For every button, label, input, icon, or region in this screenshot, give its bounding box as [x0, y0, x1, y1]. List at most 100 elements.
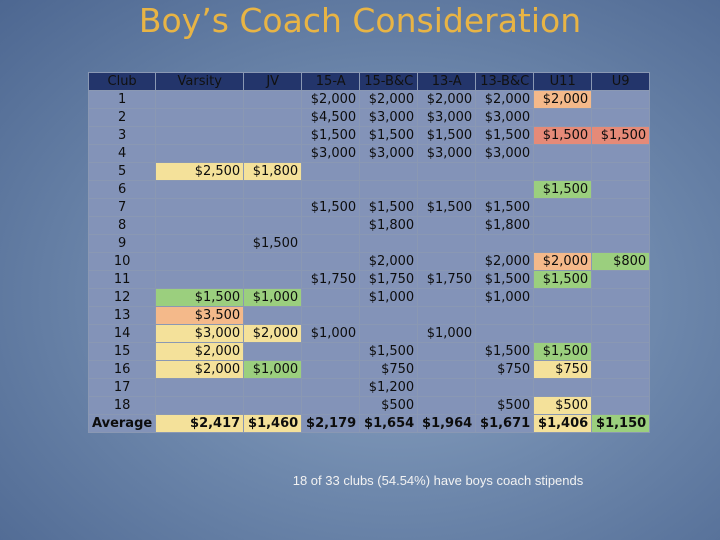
column-header: Club	[87, 72, 157, 91]
value-cell	[243, 270, 303, 289]
value-cell	[155, 108, 245, 127]
value-cell	[417, 234, 477, 253]
value-cell: $2,000	[243, 324, 303, 343]
value-cell	[301, 306, 361, 325]
row-label-cell: 3	[87, 126, 157, 145]
value-cell: $1,500	[533, 270, 593, 289]
value-cell: $2,000	[475, 252, 535, 271]
table-row: 10 $2,000 $2,000 $2,000 $800	[87, 252, 651, 271]
value-cell	[591, 324, 651, 343]
row-label-cell: 1	[87, 90, 157, 109]
value-cell	[475, 180, 535, 199]
value-cell: $3,000	[155, 324, 245, 343]
value-cell	[417, 360, 477, 379]
table-row: 17 $1,200	[87, 378, 651, 397]
table-row: 16 $2,000 $1,000 $750 $750 $750	[87, 360, 651, 379]
row-label-cell: 15	[87, 342, 157, 361]
value-cell: $1,500	[475, 198, 535, 217]
value-cell: $1,500	[301, 126, 361, 145]
value-cell	[243, 396, 303, 415]
value-cell	[533, 234, 593, 253]
value-cell	[417, 396, 477, 415]
value-cell	[533, 378, 593, 397]
row-label-cell: 11	[87, 270, 157, 289]
row-label-cell: 18	[87, 396, 157, 415]
value-cell	[417, 162, 477, 181]
value-cell	[533, 324, 593, 343]
row-label-cell: 4	[87, 144, 157, 163]
table-row: 11 $1,750 $1,750 $1,750 $1,500 $1,500	[87, 270, 651, 289]
column-header: U11	[533, 72, 593, 91]
value-cell	[301, 378, 361, 397]
value-cell: $3,000	[359, 108, 419, 127]
value-cell	[417, 378, 477, 397]
value-cell: $2,417	[155, 414, 245, 433]
table-row: 14 $3,000 $2,000 $1,000 $1,000	[87, 324, 651, 343]
value-cell	[591, 360, 651, 379]
value-cell: $3,000	[301, 144, 361, 163]
value-cell	[301, 162, 361, 181]
value-cell	[591, 90, 651, 109]
average-row: Average $2,417 $1,460 $2,179 $1,654 $1,964 $1,…	[87, 414, 651, 433]
table-row: 1 $2,000 $2,000 $2,000 $2,000 $2,000	[87, 90, 651, 109]
value-cell: $1,500	[243, 234, 303, 253]
value-cell	[243, 306, 303, 325]
row-label-cell: 6	[87, 180, 157, 199]
value-cell: $3,000	[359, 144, 419, 163]
table-row: 7 $1,500 $1,500 $1,500 $1,500	[87, 198, 651, 217]
value-cell	[591, 288, 651, 307]
value-cell	[591, 180, 651, 199]
value-cell	[301, 216, 361, 235]
value-cell	[359, 324, 419, 343]
column-header: U9	[591, 72, 651, 91]
value-cell: $1,000	[417, 324, 477, 343]
value-cell	[533, 216, 593, 235]
value-cell	[591, 144, 651, 163]
value-cell	[591, 108, 651, 127]
value-cell	[301, 360, 361, 379]
value-cell	[417, 288, 477, 307]
row-label-cell: 14	[87, 324, 157, 343]
value-cell	[243, 378, 303, 397]
value-cell	[155, 126, 245, 145]
table-row: 18 $500 $500 $500	[87, 396, 651, 415]
value-cell	[533, 198, 593, 217]
value-cell	[301, 234, 361, 253]
value-cell	[155, 252, 245, 271]
value-cell	[155, 90, 245, 109]
value-cell: $2,000	[417, 90, 477, 109]
value-cell: $1,500	[417, 198, 477, 217]
column-header: 13-B&C	[475, 72, 535, 91]
value-cell	[155, 180, 245, 199]
column-header: 13-A	[417, 72, 477, 91]
value-cell	[417, 306, 477, 325]
value-cell: $1,500	[591, 126, 651, 145]
value-cell: $1,500	[359, 126, 419, 145]
table-row: 12 $1,500 $1,000 $1,000 $1,000	[87, 288, 651, 307]
row-label-cell: 9	[87, 234, 157, 253]
value-cell	[243, 216, 303, 235]
value-cell: $750	[475, 360, 535, 379]
value-cell: $2,000	[359, 90, 419, 109]
table-row: 6 $1,500	[87, 180, 651, 199]
value-cell	[359, 180, 419, 199]
value-cell: $1,964	[417, 414, 477, 433]
footnote: 18 of 33 clubs (54.54%) have boys coach …	[292, 473, 584, 488]
value-cell	[155, 198, 245, 217]
value-cell: $1,000	[359, 288, 419, 307]
value-cell: $1,000	[301, 324, 361, 343]
table-row: 8 $1,800 $1,800	[87, 216, 651, 235]
value-cell	[155, 216, 245, 235]
value-cell: $1,200	[359, 378, 419, 397]
value-cell	[243, 342, 303, 361]
table-row: 2 $4,500 $3,000 $3,000 $3,000	[87, 108, 651, 127]
table-row: 15 $2,000 $1,500 $1,500 $1,500	[87, 342, 651, 361]
value-cell	[417, 342, 477, 361]
row-label-cell: 16	[87, 360, 157, 379]
value-cell: $1,800	[359, 216, 419, 235]
column-header: Varsity	[155, 72, 245, 91]
value-cell	[243, 126, 303, 145]
value-cell	[591, 378, 651, 397]
value-cell	[533, 162, 593, 181]
value-cell	[243, 180, 303, 199]
